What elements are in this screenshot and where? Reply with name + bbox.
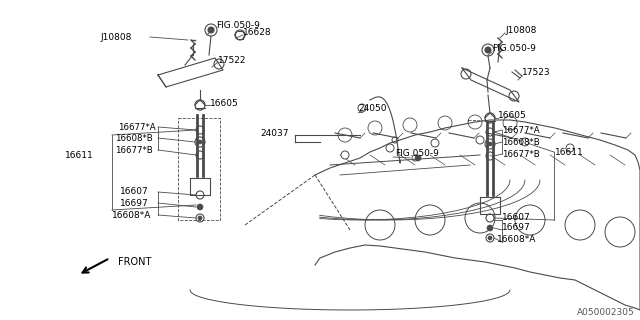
Text: 16677*A: 16677*A [502, 125, 540, 134]
Text: 16677*B: 16677*B [115, 146, 153, 155]
Text: FRONT: FRONT [118, 257, 152, 267]
Text: 16605: 16605 [210, 99, 239, 108]
Circle shape [198, 216, 202, 220]
Text: 16608*B: 16608*B [502, 138, 540, 147]
Text: FIG.050-9: FIG.050-9 [395, 148, 439, 157]
Text: 16608*A: 16608*A [112, 211, 152, 220]
Text: FIG.050-9: FIG.050-9 [492, 44, 536, 52]
Circle shape [487, 225, 493, 231]
Text: 16607: 16607 [120, 188, 148, 196]
Text: 16697: 16697 [120, 198, 148, 207]
Text: 16611: 16611 [555, 148, 584, 156]
Text: 16628: 16628 [243, 28, 271, 36]
Circle shape [521, 138, 529, 146]
Text: 16611: 16611 [65, 150, 93, 159]
Circle shape [198, 140, 202, 144]
Circle shape [197, 204, 203, 210]
Text: A050002305: A050002305 [577, 308, 635, 317]
Circle shape [341, 151, 349, 159]
Circle shape [386, 144, 394, 152]
Text: 16677*B: 16677*B [502, 149, 540, 158]
Circle shape [415, 155, 421, 161]
Text: 24037: 24037 [260, 129, 289, 138]
Circle shape [476, 136, 484, 144]
Text: 24050: 24050 [358, 103, 387, 113]
Circle shape [488, 142, 492, 146]
Polygon shape [315, 120, 640, 310]
Text: 16605: 16605 [498, 110, 527, 119]
Text: J10808: J10808 [505, 26, 536, 35]
Circle shape [431, 139, 439, 147]
Text: 16608*B: 16608*B [115, 133, 153, 142]
Circle shape [208, 27, 214, 33]
Text: 17523: 17523 [522, 68, 550, 76]
Polygon shape [462, 68, 519, 102]
Text: 16608*A: 16608*A [497, 236, 536, 244]
Polygon shape [480, 197, 500, 214]
Circle shape [566, 144, 574, 152]
Text: 16607: 16607 [502, 213, 531, 222]
Polygon shape [190, 178, 210, 195]
Text: 16697: 16697 [502, 223, 531, 233]
Text: FIG.050-9: FIG.050-9 [216, 20, 260, 29]
Circle shape [488, 236, 492, 240]
Text: 17522: 17522 [218, 55, 246, 65]
Polygon shape [158, 58, 223, 87]
Text: 16677*A: 16677*A [118, 123, 156, 132]
Text: J10808: J10808 [100, 33, 131, 42]
Circle shape [485, 47, 491, 53]
